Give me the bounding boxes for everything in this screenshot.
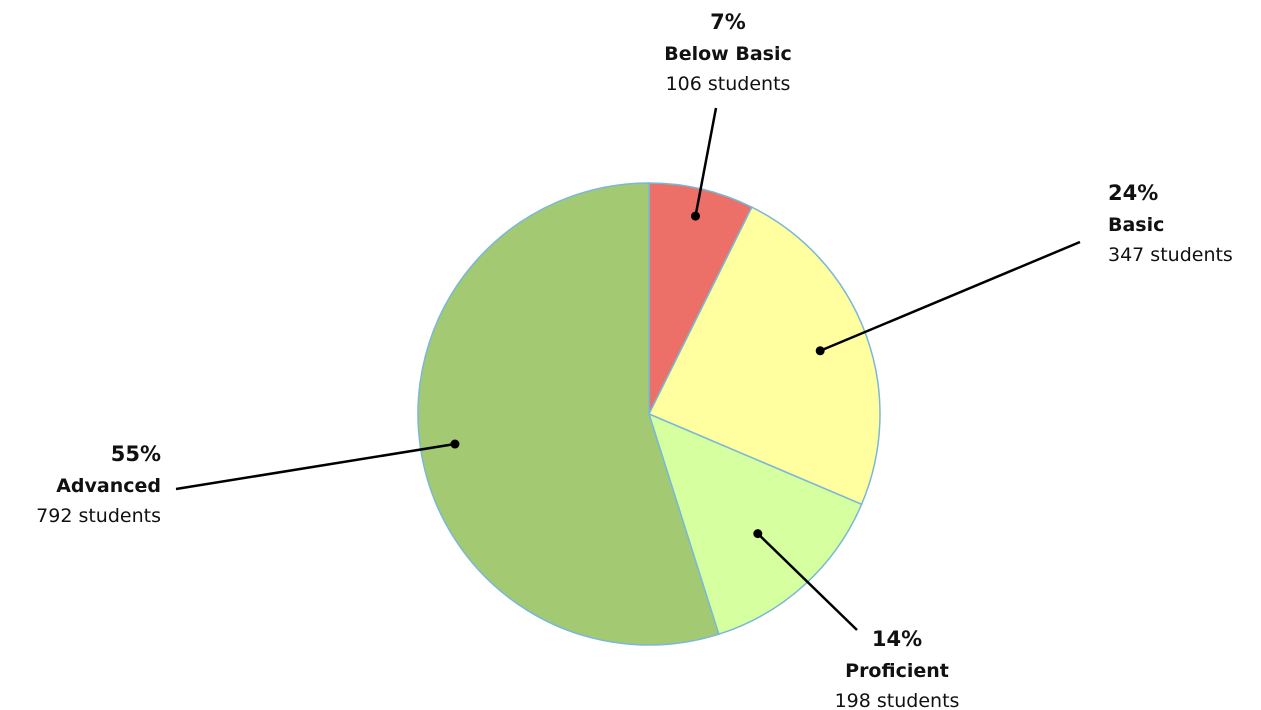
label-proficient-percent: 14% xyxy=(872,627,922,651)
label-basic: 24% Basic 347 students xyxy=(1108,181,1233,266)
label-basic-percent: 24% xyxy=(1108,181,1158,205)
label-below-basic-name: Below Basic xyxy=(664,43,792,65)
label-proficient: 14% Proficient 198 students xyxy=(835,627,960,710)
callout-dot-basic xyxy=(815,346,825,356)
label-basic-count: 347 students xyxy=(1108,244,1233,266)
label-advanced-count: 792 students xyxy=(36,505,161,527)
leader-line-proficient xyxy=(756,532,858,631)
callout-dot-below-basic xyxy=(691,211,700,221)
label-below-basic-count: 106 students xyxy=(666,73,791,95)
leader-line-basic xyxy=(819,240,1081,352)
leader-line-advanced xyxy=(175,442,456,491)
label-proficient-name: Proficient xyxy=(845,660,949,682)
pie-slice-proficient xyxy=(647,412,863,636)
pie-slices xyxy=(417,182,881,646)
pie-slice-basic xyxy=(647,206,881,506)
callouts xyxy=(175,107,1081,631)
callout-dot-proficient xyxy=(753,529,763,539)
label-advanced-percent: 55% xyxy=(111,442,161,466)
label-advanced-name: Advanced xyxy=(56,475,161,497)
label-below-basic: 7% Below Basic 106 students xyxy=(664,10,792,95)
callout-dot-advanced xyxy=(450,439,460,449)
leader-line-below-basic xyxy=(694,107,718,217)
label-below-basic-percent: 7% xyxy=(710,10,746,34)
label-advanced: 55% Advanced 792 students xyxy=(36,442,161,527)
label-basic-name: Basic xyxy=(1108,214,1164,236)
label-proficient-count: 198 students xyxy=(835,690,960,710)
